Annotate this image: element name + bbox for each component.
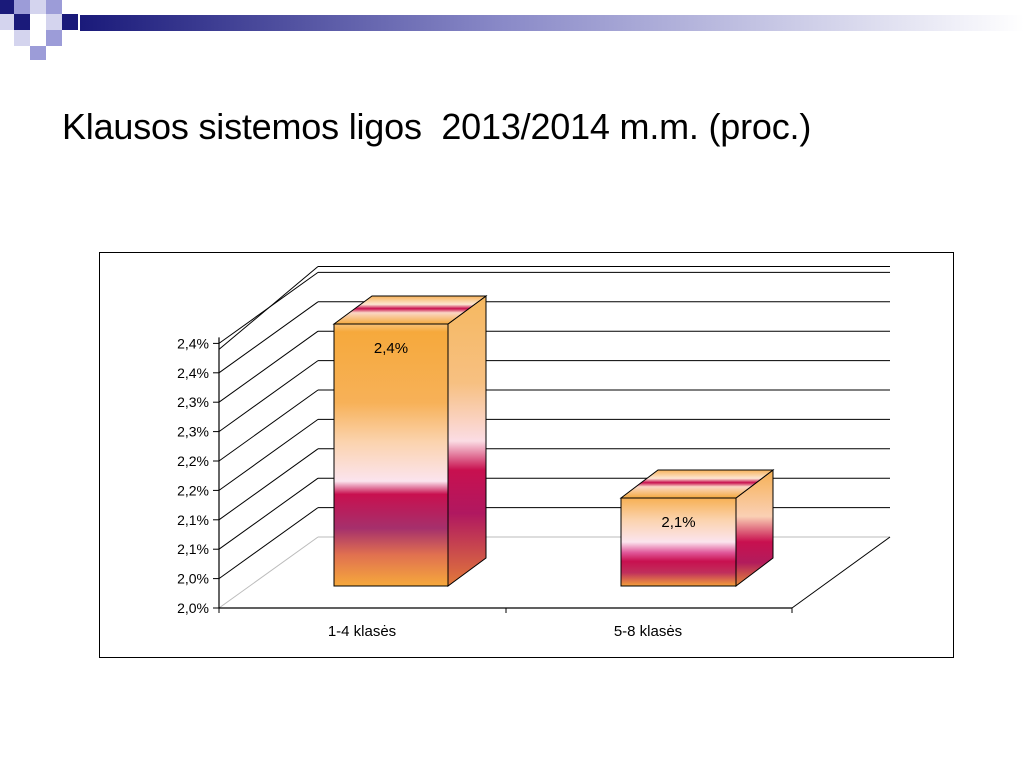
y-tick-label: 2,3% bbox=[177, 394, 209, 410]
side-gridline bbox=[218, 360, 319, 433]
y-tick-label: 2,3% bbox=[177, 424, 209, 440]
bar-side-face bbox=[447, 295, 487, 587]
bar-front-face bbox=[333, 323, 449, 587]
side-gridline bbox=[218, 389, 319, 462]
side-gridline bbox=[218, 477, 319, 550]
y-tick-label: 2,4% bbox=[177, 365, 209, 381]
bar-chart: 2,0% 2,0% 2,1% 2,1% 2,2% 2,2% 2,3% 2,3% 2,4% 2,4%… bbox=[177, 266, 891, 640]
y-tick-label: 2,0% bbox=[177, 571, 209, 587]
slide-title: Klausos sistemos ligos 2013/2014 m.m. (p… bbox=[62, 106, 812, 147]
x-category-label: 5-8 klasės bbox=[614, 623, 682, 640]
data-label: 2,1% bbox=[661, 514, 695, 531]
y-tick-label: 2,0% bbox=[177, 600, 209, 616]
y-tick-label: 2,1% bbox=[177, 512, 209, 528]
bar-front-face bbox=[620, 497, 737, 587]
y-tick-label: 2,2% bbox=[177, 453, 209, 469]
floor-edge bbox=[218, 536, 319, 609]
y-tick-label: 2,4% bbox=[177, 335, 209, 351]
side-gridline bbox=[218, 448, 319, 521]
x-category-label: 1-4 klasės bbox=[328, 623, 396, 640]
data-label: 2,4% bbox=[374, 340, 408, 357]
side-gridline bbox=[218, 507, 319, 580]
side-gridline bbox=[218, 330, 319, 403]
side-gridline bbox=[218, 418, 319, 491]
y-tick-label: 2,2% bbox=[177, 482, 209, 498]
side-gridline bbox=[218, 301, 319, 374]
decorative-header-band bbox=[0, 0, 1024, 60]
bar-2 bbox=[619, 468, 775, 588]
bar-1 bbox=[332, 295, 488, 587]
floor-right-edge bbox=[791, 536, 891, 609]
chart-frame: 2,0% 2,0% 2,1% 2,1% 2,2% 2,2% 2,3% 2,3% 2,4% 2,4%… bbox=[99, 252, 954, 658]
y-tick-label: 2,1% bbox=[177, 541, 209, 557]
side-gridline bbox=[218, 266, 319, 350]
